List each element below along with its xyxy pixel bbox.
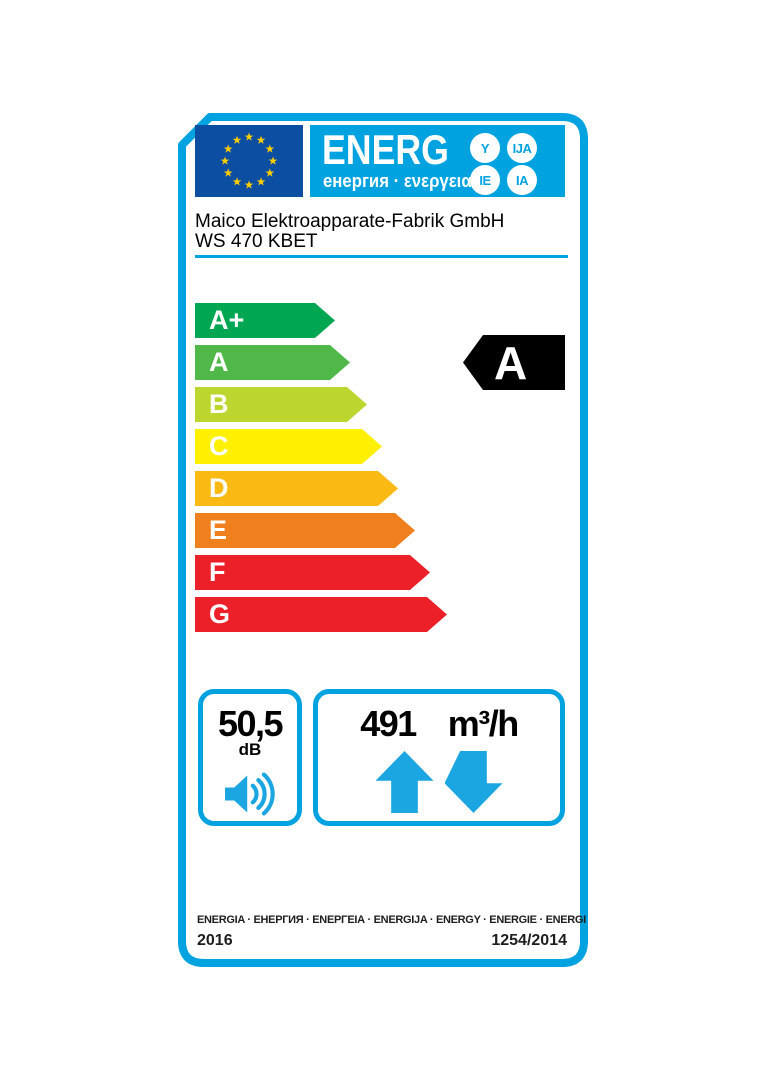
- airflow-value: 491: [360, 703, 417, 744]
- class-label: C: [209, 431, 229, 461]
- supplier-name: Maico Elektroapparate-Fabrik GmbH: [195, 211, 505, 232]
- logo-circle-y: Y: [470, 133, 500, 163]
- energ-logo-text: ENERG: [322, 126, 449, 173]
- speaker-icon: [225, 772, 275, 816]
- model-name: WS 470 KBET: [195, 231, 318, 252]
- footer-regulation: 1254/2014: [491, 932, 567, 949]
- rated-class-indicator: A: [463, 335, 565, 390]
- airflow-box: 491 m³/h: [313, 689, 565, 826]
- class-label: G: [209, 599, 231, 629]
- noise-box: 50,5 dB: [198, 689, 302, 826]
- energ-logo-box: ENERG енергия · ενεργεια Y IJA IE IA: [310, 125, 565, 197]
- class-label: A+: [209, 305, 245, 335]
- rated-class-letter: A: [494, 336, 528, 389]
- logo-circle-ia: IA: [507, 165, 537, 195]
- noise-unit: dB: [238, 740, 262, 759]
- label-frame-border: [178, 113, 588, 967]
- noise-value: 50,5: [217, 703, 284, 744]
- extract-air-arrow-down-icon: [444, 751, 503, 813]
- class-arrow-f: F: [195, 555, 430, 590]
- supply-air-arrow-up-icon: [375, 751, 434, 813]
- class-arrow-e: E: [195, 513, 415, 548]
- class-arrow-b: B: [195, 387, 367, 422]
- class-arrow-d: D: [195, 471, 398, 506]
- energ-logo-subtext: енергия · ενεργεια: [323, 171, 472, 191]
- eu-flag-icon: [195, 125, 303, 197]
- class-arrow-a: A: [195, 345, 350, 380]
- footer-year: 2016: [197, 932, 233, 949]
- class-label: E: [209, 515, 228, 545]
- class-arrow-c: C: [195, 429, 382, 464]
- logo-circle-ija: IJA: [507, 133, 537, 163]
- class-arrow-g: G: [195, 597, 447, 632]
- class-label: A: [209, 347, 229, 377]
- header-divider: [195, 255, 568, 258]
- energy-label: ENERG енергия · ενεργεια Y IJA IE IA Mai…: [178, 113, 588, 967]
- airflow-unit: m³/h: [447, 703, 520, 744]
- class-label: F: [209, 557, 226, 587]
- class-label: B: [209, 389, 229, 419]
- footer-energy-languages: ENERGIA · ЕНЕРГИЯ · ΕΝΕΡΓΕΙΑ · ENERGIJA …: [197, 914, 586, 926]
- class-arrow-a-plus: A+: [195, 303, 335, 338]
- logo-circle-ie: IE: [470, 165, 500, 195]
- class-label: D: [209, 473, 229, 503]
